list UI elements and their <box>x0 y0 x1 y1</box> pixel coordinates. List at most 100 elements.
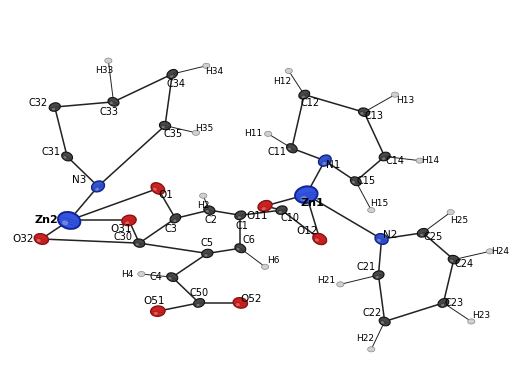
Text: O32: O32 <box>12 234 34 244</box>
Ellipse shape <box>468 319 475 324</box>
Text: Zn2: Zn2 <box>35 215 58 226</box>
Text: H2: H2 <box>197 202 209 210</box>
Ellipse shape <box>110 102 113 104</box>
Ellipse shape <box>92 181 105 192</box>
Ellipse shape <box>373 271 384 279</box>
Ellipse shape <box>319 155 331 166</box>
Text: C1: C1 <box>236 221 249 230</box>
Text: C14: C14 <box>386 156 404 166</box>
Ellipse shape <box>350 177 361 186</box>
Ellipse shape <box>206 210 209 213</box>
Text: H21: H21 <box>317 276 335 285</box>
Ellipse shape <box>368 347 375 352</box>
Ellipse shape <box>276 206 287 215</box>
Text: C23: C23 <box>444 298 463 308</box>
Text: O51: O51 <box>143 296 165 306</box>
Ellipse shape <box>352 181 355 183</box>
Ellipse shape <box>134 239 145 247</box>
Ellipse shape <box>322 162 326 165</box>
Text: N1: N1 <box>326 160 340 170</box>
Ellipse shape <box>122 215 136 226</box>
Ellipse shape <box>52 108 55 110</box>
Ellipse shape <box>154 312 158 315</box>
Ellipse shape <box>450 260 453 262</box>
Ellipse shape <box>262 207 266 210</box>
Ellipse shape <box>151 183 165 194</box>
Ellipse shape <box>416 158 423 163</box>
Ellipse shape <box>279 211 282 213</box>
Text: O11: O11 <box>246 211 268 221</box>
Ellipse shape <box>287 144 297 153</box>
Ellipse shape <box>391 92 399 97</box>
Ellipse shape <box>368 208 375 213</box>
Text: C15: C15 <box>357 176 376 186</box>
Ellipse shape <box>235 244 246 253</box>
Ellipse shape <box>375 233 388 244</box>
Ellipse shape <box>376 276 379 278</box>
Ellipse shape <box>295 186 318 203</box>
Ellipse shape <box>49 103 60 111</box>
Ellipse shape <box>201 249 213 258</box>
Text: C33: C33 <box>100 107 119 117</box>
Ellipse shape <box>379 152 390 161</box>
Ellipse shape <box>377 239 381 242</box>
Ellipse shape <box>138 271 145 277</box>
Ellipse shape <box>438 299 449 307</box>
Text: C6: C6 <box>242 235 255 245</box>
Ellipse shape <box>173 219 176 222</box>
Text: H14: H14 <box>421 156 439 165</box>
Ellipse shape <box>63 156 66 158</box>
Ellipse shape <box>170 75 173 78</box>
Ellipse shape <box>62 220 68 225</box>
Ellipse shape <box>233 298 247 308</box>
Text: O1: O1 <box>159 190 174 200</box>
Text: O12: O12 <box>297 226 318 236</box>
Ellipse shape <box>300 196 307 201</box>
Text: C13: C13 <box>365 111 384 121</box>
Text: H34: H34 <box>206 67 224 77</box>
Ellipse shape <box>258 200 272 211</box>
Ellipse shape <box>486 249 493 254</box>
Text: C2: C2 <box>205 215 218 226</box>
Ellipse shape <box>125 221 129 224</box>
Ellipse shape <box>199 193 207 198</box>
Text: C25: C25 <box>423 232 443 242</box>
Text: H4: H4 <box>121 269 133 279</box>
Ellipse shape <box>285 68 292 74</box>
Ellipse shape <box>379 317 390 326</box>
Ellipse shape <box>448 255 459 264</box>
Ellipse shape <box>265 131 272 136</box>
Ellipse shape <box>315 238 319 241</box>
Ellipse shape <box>153 188 157 191</box>
Ellipse shape <box>337 282 344 287</box>
Ellipse shape <box>58 212 80 229</box>
Text: H11: H11 <box>245 129 263 138</box>
Ellipse shape <box>161 126 165 128</box>
Ellipse shape <box>299 90 310 99</box>
Ellipse shape <box>170 214 181 223</box>
Ellipse shape <box>441 304 444 306</box>
Ellipse shape <box>197 304 199 306</box>
Ellipse shape <box>235 211 246 219</box>
Ellipse shape <box>108 97 119 106</box>
Ellipse shape <box>302 96 305 98</box>
Ellipse shape <box>167 69 178 78</box>
Text: C24: C24 <box>454 259 473 269</box>
Text: N2: N2 <box>382 230 397 240</box>
Ellipse shape <box>417 229 428 237</box>
Text: C32: C32 <box>29 98 48 108</box>
Ellipse shape <box>261 264 269 269</box>
Ellipse shape <box>381 321 384 324</box>
Text: Zn1: Zn1 <box>301 198 325 208</box>
Ellipse shape <box>358 108 370 116</box>
Text: C35: C35 <box>164 129 183 139</box>
Ellipse shape <box>205 254 208 257</box>
Ellipse shape <box>288 147 291 150</box>
Text: C12: C12 <box>301 98 320 108</box>
Ellipse shape <box>382 157 385 160</box>
Ellipse shape <box>37 239 41 242</box>
Ellipse shape <box>34 234 48 244</box>
Text: H33: H33 <box>95 66 114 75</box>
Ellipse shape <box>238 216 241 219</box>
Ellipse shape <box>167 273 178 282</box>
